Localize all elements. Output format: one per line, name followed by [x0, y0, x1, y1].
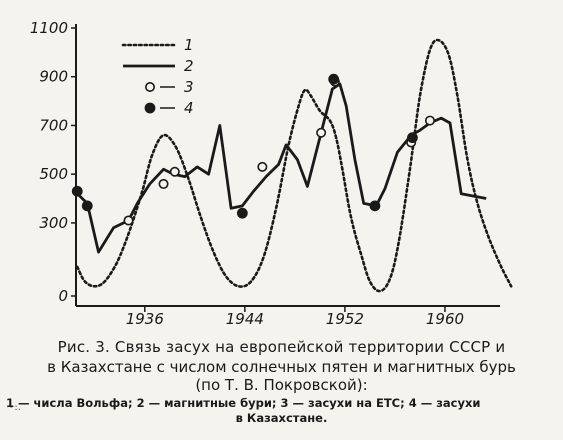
marker-series-3-point-1 — [158, 178, 169, 189]
y-tick-label: 900 — [39, 68, 68, 86]
series-line-1 — [76, 38, 513, 293]
legend-label-3: 3 — [184, 78, 194, 96]
chart-series — [76, 38, 513, 293]
marker-series-3-point-2 — [169, 166, 180, 177]
y-tick-label: 1100 — [30, 19, 68, 37]
stray-mark: ~:. — [6, 402, 21, 413]
legend-label-4: 4 — [184, 99, 194, 117]
marker-series-4-point-2 — [236, 207, 248, 219]
caption-legend-line-2: в Казахстане. — [235, 411, 328, 425]
marker-series-3-point-4 — [316, 127, 327, 138]
legend-swatch-3 — [145, 82, 156, 93]
caption-line-3: (по Т. В. Покровской): — [195, 376, 368, 394]
y-tick-label: 700 — [39, 116, 68, 134]
legend-label-1: 1 — [184, 36, 194, 54]
legend-label-2: 2 — [184, 57, 194, 75]
marker-series-3-point-7 — [424, 115, 435, 126]
marker-series-4-point-5 — [407, 132, 418, 144]
chart-markers — [71, 73, 435, 226]
y-tick-label: 0 — [58, 287, 68, 305]
marker-series-3-point-0 — [123, 215, 134, 226]
marker-series-4-point-1 — [81, 200, 93, 212]
y-tick-label: 300 — [39, 214, 68, 232]
x-tick-label: 1952 — [326, 310, 364, 328]
caption-legend-line-1: 1 — числа Вольфа; 2 — магнитные бури; 3 … — [6, 396, 481, 410]
y-tick-label: 500 — [39, 165, 68, 183]
caption-line-2: в Казахстане с числом солнечных пятен и … — [47, 358, 516, 376]
marker-series-4-point-3 — [328, 73, 340, 85]
tick-labels: 0 300 500 700 900 1100 1936 1944 1952 1960 — [30, 19, 464, 328]
chart-axes — [71, 24, 500, 312]
series-line-2 — [76, 82, 487, 254]
marker-series-3-point-3 — [257, 161, 268, 172]
marker-series-4-point-0 — [71, 185, 83, 197]
marker-series-4-point-4 — [369, 200, 381, 212]
x-tick-label: 1960 — [426, 310, 464, 328]
x-tick-label: 1944 — [226, 310, 264, 328]
chart-legend: 1 2 3 4 — [121, 36, 194, 117]
caption-line-1: Рис. 3. Связь засух на европейской терри… — [57, 338, 506, 356]
legend-swatch-4 — [144, 102, 156, 114]
x-tick-label: 1936 — [126, 310, 164, 328]
